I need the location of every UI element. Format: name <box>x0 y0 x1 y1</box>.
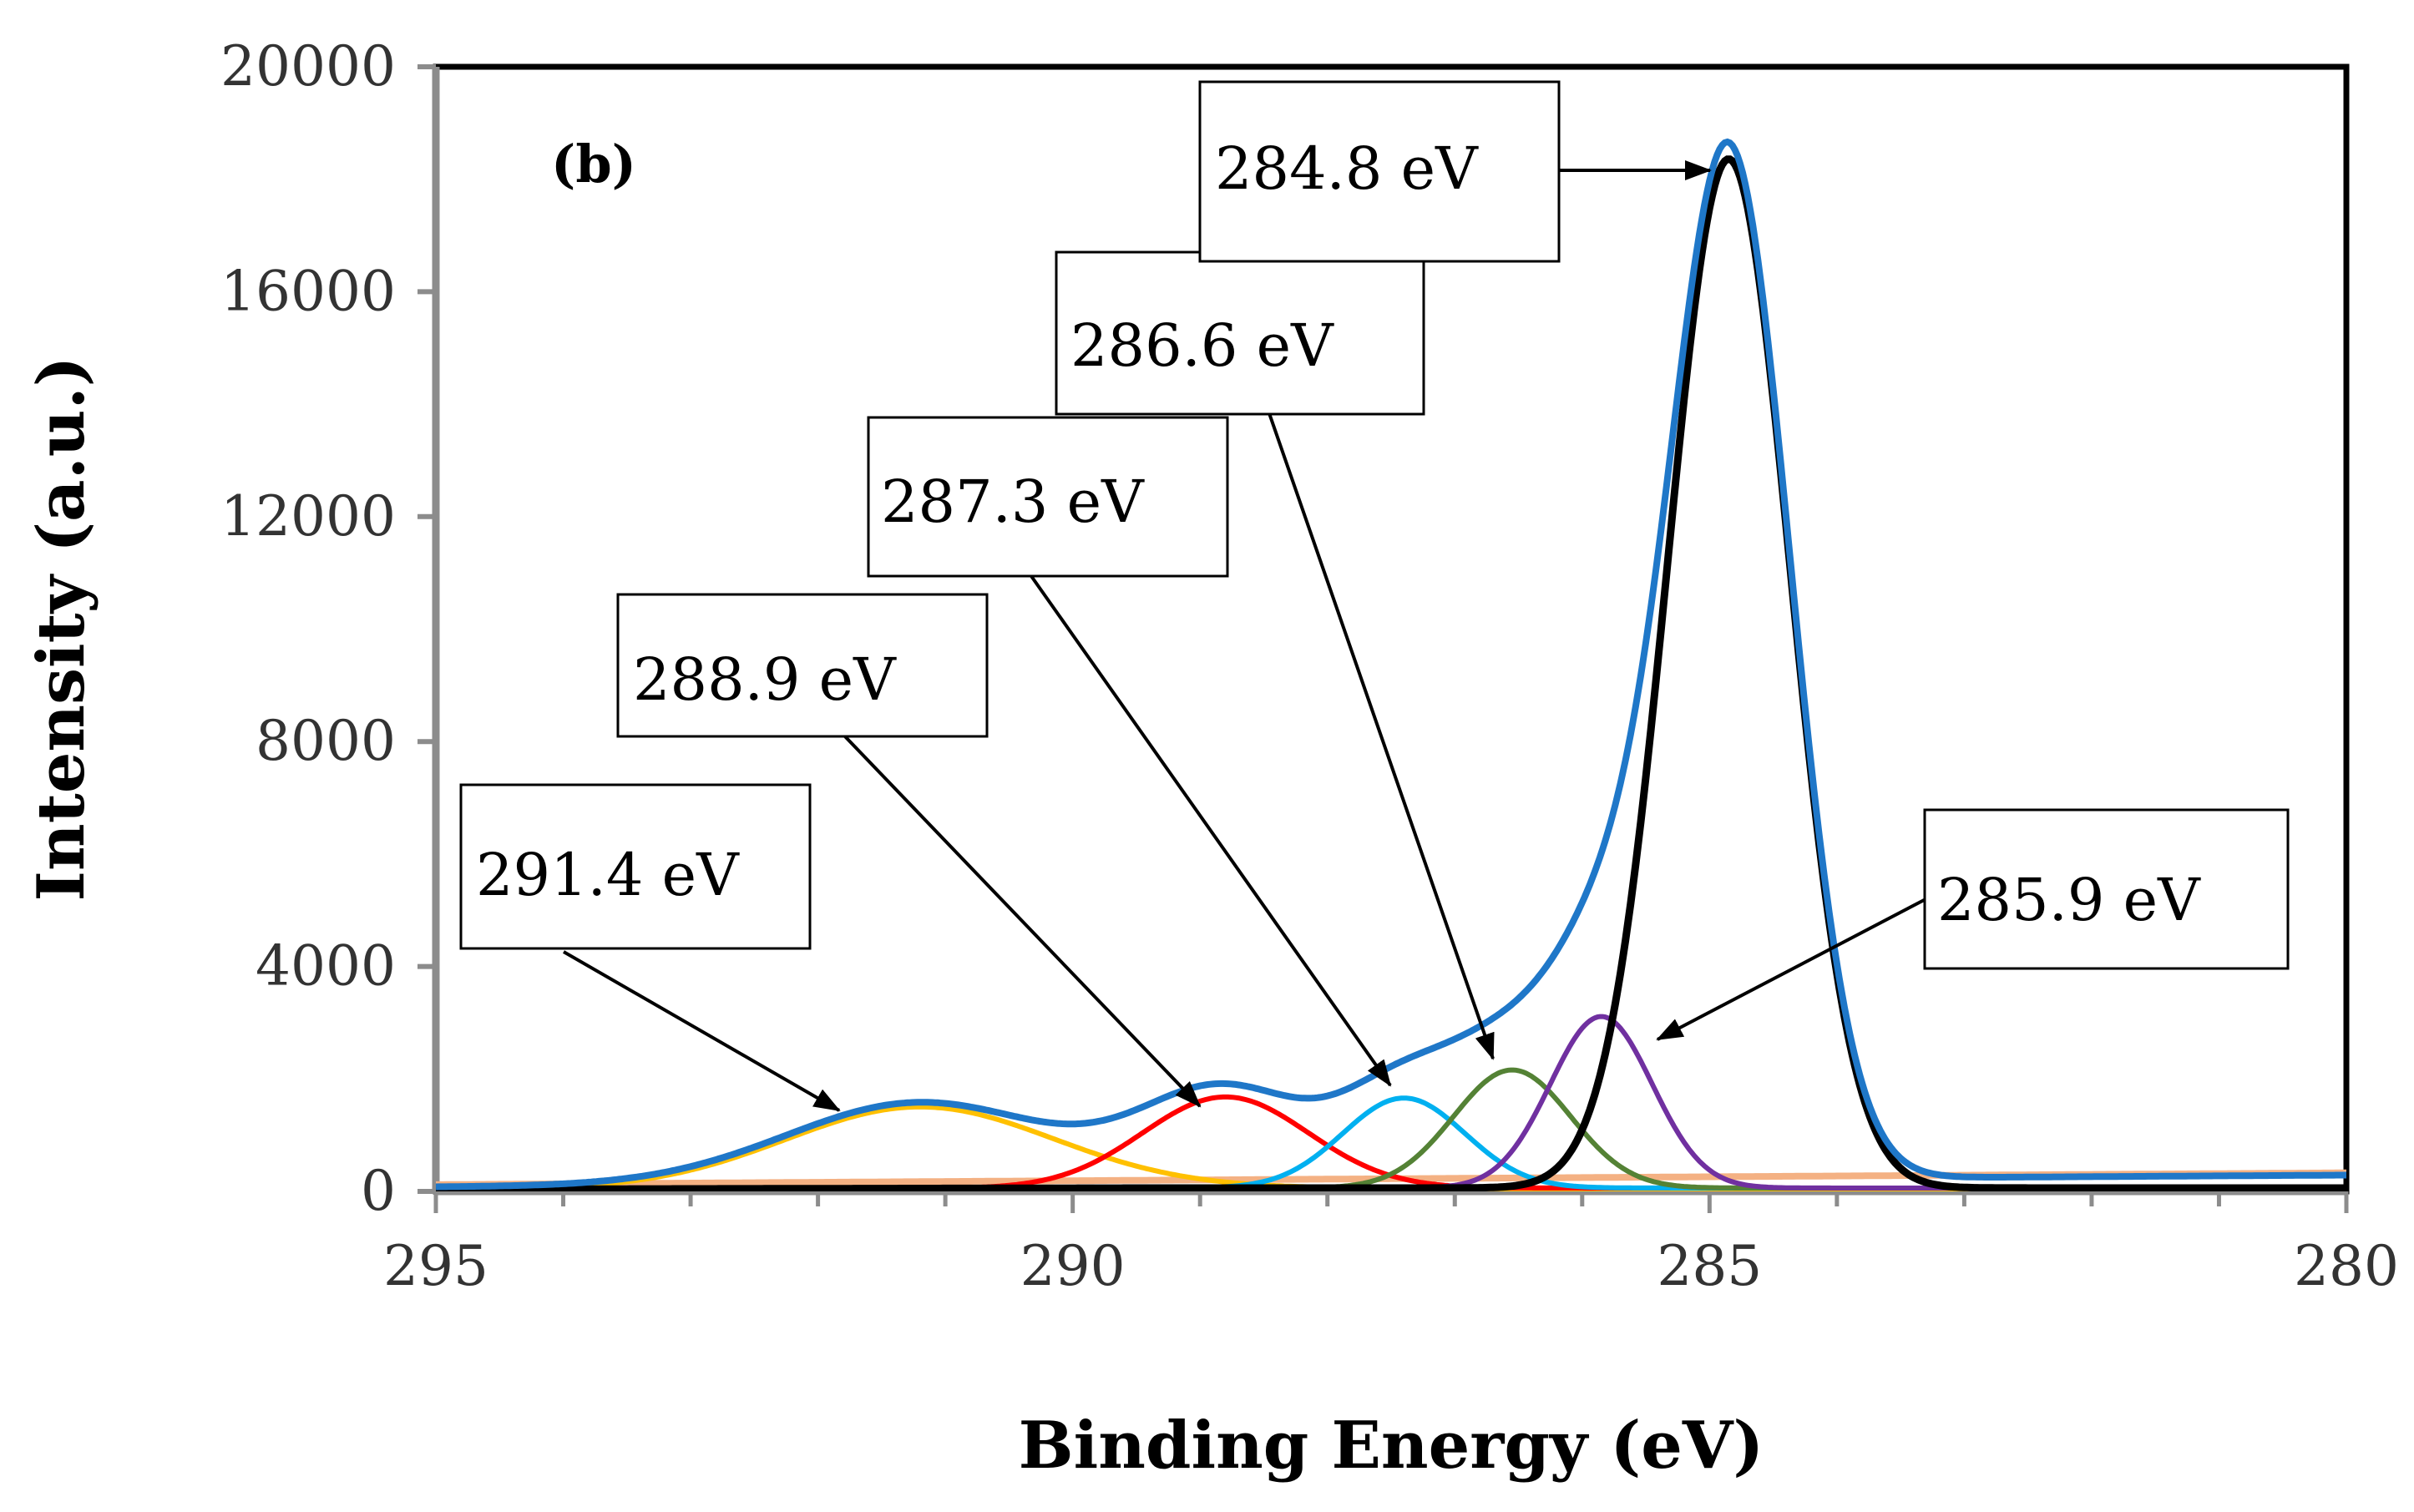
annotation-2859: 285.9 eV <box>1657 810 2288 1039</box>
annotation-arrow <box>564 952 839 1110</box>
y-tick-label: 4000 <box>256 934 396 999</box>
y-tick-label: 8000 <box>256 709 396 773</box>
annotation-label: 284.8 eV <box>1215 134 1479 203</box>
xps-chart: 0 4000 8000 12000 16000 20000 295 290 285 280 Bi… <box>0 0 2414 1512</box>
y-tick-label: 12000 <box>220 484 396 549</box>
y-tick-label: 20000 <box>220 34 396 99</box>
x-axis-title: Binding Energy (eV) <box>1019 1408 1764 1484</box>
annotation-label: 288.9 eV <box>633 645 897 714</box>
annotation-label: 285.9 eV <box>1937 866 2201 934</box>
y-tick-label: 0 <box>361 1159 396 1223</box>
annotation-label: 286.6 eV <box>1070 311 1334 380</box>
annotations: 291.4 eV 288.9 eV 287.3 eV 286.6 eV 285.9 eV… <box>461 82 2288 1110</box>
x-tick-label: 285 <box>1657 1234 1762 1298</box>
annotation-label: 287.3 eV <box>881 468 1145 536</box>
x-axis-ticks: 295 290 285 280 <box>383 1191 2399 1298</box>
y-tick-label: 16000 <box>220 259 396 323</box>
annotation-arrow <box>1657 898 1929 1039</box>
x-tick-label: 290 <box>1020 1234 1126 1298</box>
annotation-2873: 287.3 eV <box>868 417 1390 1085</box>
y-axis-ticks: 0 4000 8000 12000 16000 20000 <box>220 34 436 1223</box>
y-axis-title: Intensity (a.u.) <box>23 357 99 902</box>
annotation-label: 291.4 eV <box>476 841 740 909</box>
panel-label: (b) <box>551 134 636 195</box>
annotation-arrow <box>1031 576 1390 1085</box>
annotation-2848: 284.8 eV <box>1200 82 1710 261</box>
x-tick-label: 280 <box>2294 1234 2399 1298</box>
annotation-arrow <box>843 735 1200 1106</box>
annotation-2866: 286.6 eV <box>1056 252 1493 1059</box>
x-tick-label: 295 <box>383 1234 488 1298</box>
annotation-2914: 291.4 eV <box>461 785 839 1110</box>
